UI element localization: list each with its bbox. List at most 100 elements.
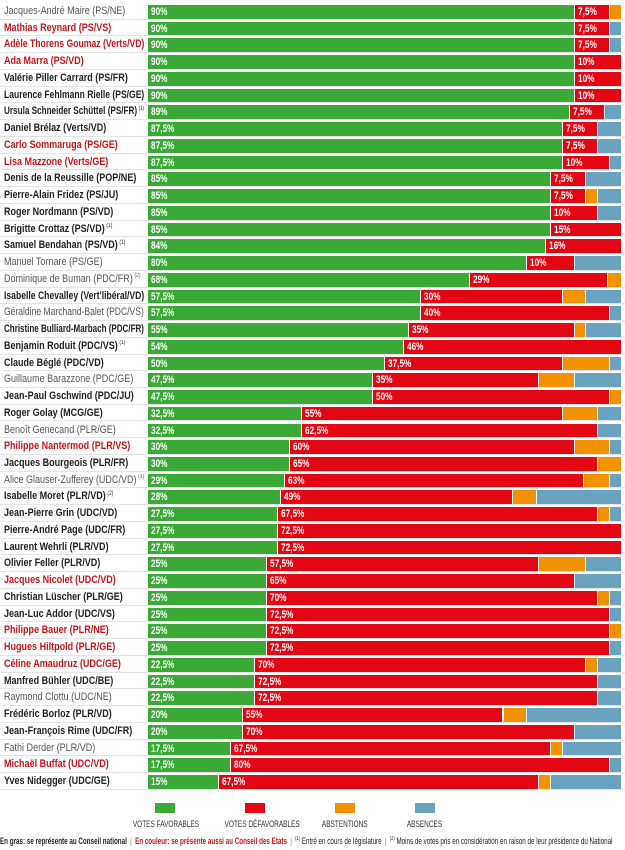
bar-label-fav: 25% bbox=[151, 608, 168, 621]
bar-label-def: 72,5% bbox=[281, 541, 305, 554]
bar-fav: 47,5% bbox=[148, 390, 374, 405]
bar-def: 40% bbox=[420, 306, 611, 321]
deputy-name: Christian Lüscher (PLR/GE) bbox=[4, 590, 123, 603]
bar-def: 7,5% bbox=[562, 138, 599, 153]
chart-row: Philippe Bauer (PLR/NE) 25% 72,5% bbox=[0, 622, 625, 640]
row-divider bbox=[0, 236, 625, 238]
bar-fav: 87,5% bbox=[148, 122, 563, 137]
bar-fav: 22,5% bbox=[148, 657, 255, 672]
row-divider bbox=[0, 788, 625, 790]
chart-row: Céline Amaudruz (UDC/GE) 22,5% 70% bbox=[0, 656, 625, 673]
footnote-mark: (1) bbox=[138, 105, 145, 112]
bar-label-fav: 32,5% bbox=[151, 424, 175, 437]
chart-row: Jean-Pierre Grin (UDC/VD) 27,5% 67,5% bbox=[0, 505, 625, 522]
bar-label-fav: 54% bbox=[151, 340, 168, 353]
bar-abst bbox=[607, 272, 622, 287]
row-divider bbox=[0, 253, 625, 255]
bar-abs bbox=[574, 574, 622, 589]
row-divider bbox=[0, 269, 625, 271]
bar-label-def: 62,5% bbox=[305, 424, 329, 437]
chart-row: Laurence Fehlmann Rielle (PS/GE) 90% 10% bbox=[0, 87, 625, 104]
footer-color-note: En couleur: se présente aussi au Conseil… bbox=[135, 836, 287, 848]
bar-abst bbox=[584, 473, 611, 488]
legend-label: VOTES DÉFAVORABLES bbox=[224, 819, 300, 829]
deputy-name: Jean-François Rime (UDC/FR) bbox=[4, 724, 133, 737]
bar-abst bbox=[562, 356, 611, 371]
bar-label-def: 7,5% bbox=[577, 22, 597, 35]
row-divider bbox=[0, 772, 625, 774]
bar-fav: 25% bbox=[148, 607, 267, 622]
row-divider bbox=[0, 671, 625, 673]
chart-row: Jacques Nicolet (UDC/VD) 25% 65% bbox=[0, 572, 625, 589]
bar-label-fav: 90% bbox=[151, 39, 168, 52]
bar-fav: 30% bbox=[148, 456, 291, 471]
deputy-name: Claude Béglé (PDC/VD) bbox=[4, 356, 104, 369]
chart-row: Olivier Feller (PLR/VD) 25% 57,5% bbox=[0, 555, 625, 573]
deputy-name: Fathi Derder (PLR/VD) bbox=[4, 741, 96, 754]
bar-def: 72,5% bbox=[254, 691, 599, 706]
bar-label-def: 67,5% bbox=[222, 776, 246, 789]
bar-label-fav: 90% bbox=[151, 22, 168, 35]
bar-label-fav: 17,5% bbox=[151, 742, 175, 755]
deputy-name: Jacques Nicolet (UDC/VD) bbox=[4, 574, 116, 587]
chart-row: Yves Nidegger (UDC/GE) 15% 67,5% bbox=[0, 773, 625, 790]
chart-row: Roger Nordmann (PS/VD) 85% 10% bbox=[0, 204, 625, 221]
bar-abs bbox=[610, 38, 622, 53]
bar-def: 7,5% bbox=[574, 38, 611, 53]
chart-row: Benjamin Roduit (PDC/VS) (1) 54% 46% bbox=[0, 338, 625, 355]
row-divider bbox=[0, 755, 625, 757]
row-divider bbox=[0, 420, 625, 422]
bar-abs bbox=[610, 440, 622, 455]
bar-label-def: 72,5% bbox=[269, 608, 293, 621]
bar-def: 10% bbox=[574, 71, 622, 86]
bar-def: 72,5% bbox=[278, 540, 622, 555]
deputy-name: Isabelle Moret (PLR/VD) (2) bbox=[4, 490, 114, 503]
bar-def: 72,5% bbox=[278, 523, 622, 538]
chart-row: Christian Lüscher (PLR/GE) 25% 70% bbox=[0, 589, 625, 606]
bar-label-def: 40% bbox=[423, 307, 441, 320]
legend-swatch-abstention bbox=[335, 803, 355, 813]
bar-def: 72,5% bbox=[266, 607, 611, 622]
bar-label-fav: 89% bbox=[151, 106, 168, 119]
row-divider bbox=[0, 504, 625, 506]
bar-label-def: 7,5% bbox=[572, 106, 592, 119]
bar-abst bbox=[539, 557, 587, 572]
legend-swatch-defavorable bbox=[245, 803, 265, 813]
bar-abs bbox=[598, 691, 622, 706]
bar-abst bbox=[574, 323, 587, 338]
bar-abs bbox=[562, 741, 622, 756]
bar-abst bbox=[586, 657, 599, 672]
deputy-name: Manuel Tornare (PS/GE) bbox=[4, 256, 103, 269]
bar-fav: 25% bbox=[148, 557, 267, 572]
bar-abs bbox=[610, 607, 622, 622]
row-divider bbox=[0, 403, 625, 405]
deputy-name: Jacques-André Maire (PS/NE) bbox=[4, 5, 126, 17]
chart-row: Daniel Brélaz (Verts/VD) 87,5% 7,5% bbox=[0, 120, 625, 137]
row-divider bbox=[0, 219, 625, 221]
bar-label-def: 57,5% bbox=[269, 558, 293, 571]
bar-fav: 90% bbox=[148, 55, 575, 70]
chart-row: Manuel Tornare (PS/GE) 80% 10% bbox=[0, 254, 625, 271]
footnote-mark: (2) bbox=[107, 490, 114, 497]
bar-label-fav: 22,5% bbox=[151, 692, 175, 705]
bar-abst bbox=[598, 507, 611, 522]
chart-row: Pierre-André Page (UDC/FR) 27,5% 72,5% bbox=[0, 522, 625, 539]
bar-abs bbox=[610, 507, 622, 522]
bar-fav: 22,5% bbox=[148, 674, 255, 689]
bar-def: 60% bbox=[290, 440, 575, 455]
chart-row: Lisa Mazzone (Verts/GE) 87,5% 10% bbox=[0, 154, 625, 171]
bar-def: 46% bbox=[403, 339, 622, 354]
bar-fav: 89% bbox=[148, 105, 570, 120]
deputy-name: Roger Nordmann (PS/VD) bbox=[4, 205, 114, 218]
bar-def: 72,5% bbox=[266, 624, 611, 639]
chart-row: Jean-François Rime (UDC/FR) 20% 70% bbox=[0, 723, 625, 740]
footnote-mark: (1) bbox=[119, 239, 126, 246]
deputy-name: Jacques Bourgeois (PLR/FR) bbox=[4, 456, 129, 469]
bar-def: 7,5% bbox=[562, 122, 599, 137]
bar-label-def: 63% bbox=[288, 474, 305, 487]
bar-abst bbox=[598, 590, 611, 605]
row-divider bbox=[0, 186, 625, 188]
bar-abs bbox=[598, 205, 622, 220]
deputy-name: Carlo Sommaruga (PS/GE) bbox=[4, 138, 118, 151]
bar-fav: 29% bbox=[148, 473, 286, 488]
